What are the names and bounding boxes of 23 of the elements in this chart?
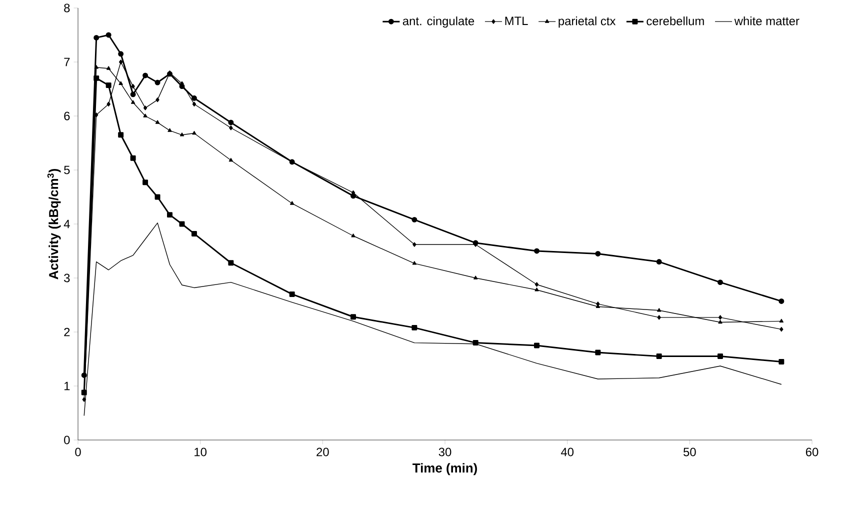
x-tick-label: 50 <box>684 448 696 456</box>
y-axis-title: Activity (kBq/cm$^{3}$) <box>47 168 61 280</box>
y-tick-label: 5 <box>64 166 70 174</box>
legend-label: white matter <box>734 16 800 26</box>
legend-label: parietal ctx <box>558 16 616 28</box>
y-tick-label: 3 <box>64 274 70 282</box>
legend-label: cerebellum <box>646 16 704 26</box>
y-tick-label: 4 <box>64 220 70 228</box>
x-tick-label: 40 <box>560 448 574 456</box>
x-tick-label: 10 <box>194 448 207 456</box>
y-tick-label: 6 <box>64 112 70 120</box>
y-tick-label: 7 <box>64 58 70 66</box>
y-tick-label: 2 <box>64 328 70 336</box>
x-tick-label: 0 <box>75 448 81 456</box>
y-tick-label: 1 <box>64 382 70 390</box>
legend-label: ant. cingulate <box>402 16 474 28</box>
x-axis-title: Time (min) <box>412 463 477 476</box>
x-tick-label: 20 <box>316 448 329 456</box>
legend-label: MTL <box>505 16 528 25</box>
x-tick-label: 60 <box>806 448 818 456</box>
y-tick-label: 8 <box>64 4 70 12</box>
y-tick-label: 0 <box>64 436 70 444</box>
x-tick-label: 30 <box>438 448 452 456</box>
